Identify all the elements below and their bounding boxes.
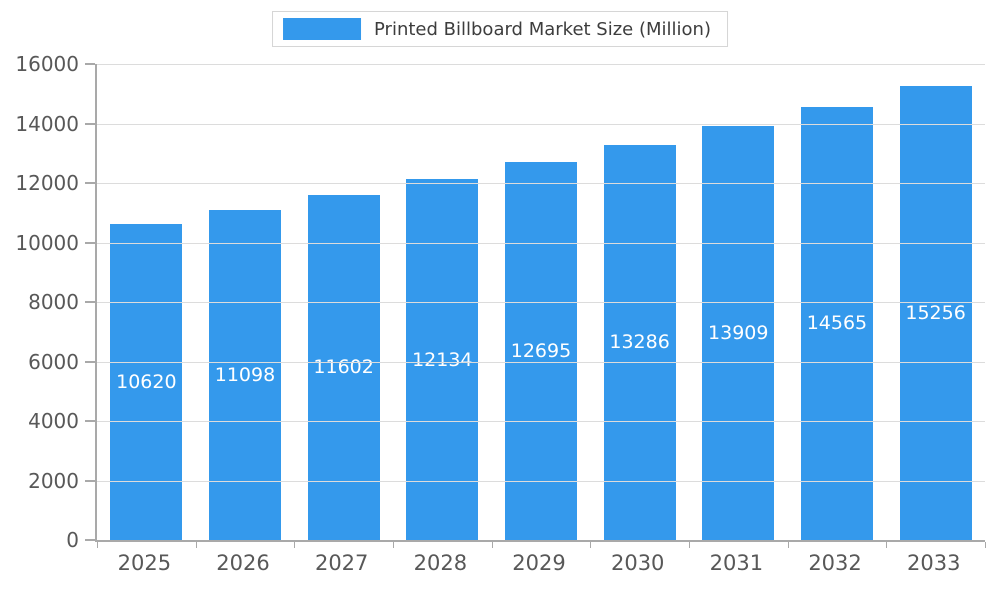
- bar-value-label: 12695: [510, 340, 572, 363]
- x-axis-label-2030: 2030: [610, 551, 665, 575]
- y-tick-mark: [85, 301, 95, 303]
- x-axis: 2025 2026 2027 2028 2029 2030 2031 2032 2033: [95, 551, 983, 575]
- bars-group: 10620 11098 11602 12134 12695 13286 13909 14565…: [97, 64, 985, 540]
- bar-2033[interactable]: 15256: [899, 86, 972, 540]
- y-axis-label: 6000: [28, 349, 79, 374]
- y-axis-label: 14000: [15, 111, 79, 136]
- bar-value-label: 14565: [806, 312, 868, 335]
- legend[interactable]: Printed Billboard Market Size (Million): [272, 11, 728, 47]
- plot-area: 10620 11098 11602 12134 12695 13286 13909 14565…: [15, 52, 986, 552]
- gridline: [97, 183, 985, 184]
- legend-label: Printed Billboard Market Size (Million): [374, 18, 711, 40]
- x-tick-mark: [787, 542, 789, 548]
- y-axis-label: 0: [66, 528, 79, 552]
- bar-2025[interactable]: 10620: [110, 224, 183, 540]
- x-tick-mark: [886, 542, 888, 548]
- x-axis-label-2031: 2031: [709, 551, 764, 575]
- bar-2032[interactable]: 14565: [800, 106, 873, 540]
- x-axis-label-2032: 2032: [808, 551, 862, 575]
- y-tick-mark: [85, 241, 95, 244]
- y-tick-mark: [85, 122, 95, 125]
- x-axis-label-2029: 2029: [512, 551, 566, 575]
- y-axis-label: 8000: [28, 290, 79, 314]
- y-axis-label: 4000: [28, 409, 79, 433]
- gridline: [97, 242, 985, 244]
- x-tick-mark: [590, 542, 592, 548]
- legend-swatch: [283, 18, 362, 40]
- x-axis-label-2025: 2025: [117, 551, 172, 575]
- gridline: [97, 302, 985, 303]
- bar-2029[interactable]: 12695: [504, 162, 577, 540]
- y-tick-mark: [85, 539, 95, 541]
- bar-value-label: 15256: [905, 302, 966, 325]
- gridline: [97, 123, 985, 125]
- bar-2027[interactable]: 11602: [307, 194, 380, 540]
- bar-2026[interactable]: 11098: [208, 209, 281, 540]
- x-tick-mark: [97, 542, 98, 548]
- x-tick-mark: [688, 542, 690, 548]
- bar-value-label: 12134: [412, 348, 473, 371]
- x-axis-label-2027: 2027: [314, 551, 369, 575]
- bar-2031[interactable]: 13909: [702, 126, 775, 540]
- x-tick-mark: [294, 542, 296, 548]
- x-axis-label-2033: 2033: [906, 551, 961, 575]
- bar-value-label: 11098: [214, 363, 276, 386]
- gridline: [97, 421, 985, 422]
- y-tick-mark: [85, 63, 95, 65]
- y-axis-label: 10000: [15, 230, 79, 255]
- bar-value-label: 10620: [116, 371, 177, 394]
- bar-value-label: 13909: [708, 322, 769, 345]
- gridline: [97, 361, 985, 363]
- x-tick-mark: [195, 542, 197, 548]
- y-tick-mark: [85, 479, 95, 482]
- y-tick-mark: [85, 360, 95, 363]
- gridline: [97, 64, 985, 65]
- y-axis-label: 2000: [28, 468, 79, 493]
- gridline: [97, 480, 985, 482]
- bar-value-label: 13286: [609, 331, 670, 354]
- x-axis-label-2028: 2028: [413, 551, 468, 575]
- y-tick-mark: [85, 182, 95, 184]
- x-axis-label-2026: 2026: [216, 551, 270, 575]
- y-axis-label: 12000: [15, 171, 79, 195]
- x-tick-mark: [985, 542, 986, 548]
- y-axis-label: 16000: [15, 52, 79, 76]
- y-tick-mark: [85, 420, 95, 422]
- bar-2030[interactable]: 13286: [603, 144, 676, 540]
- bar-2028[interactable]: 12134: [406, 179, 479, 540]
- x-tick-mark: [491, 542, 493, 548]
- x-tick-mark: [392, 542, 394, 548]
- bar-value-label: 11602: [313, 356, 374, 379]
